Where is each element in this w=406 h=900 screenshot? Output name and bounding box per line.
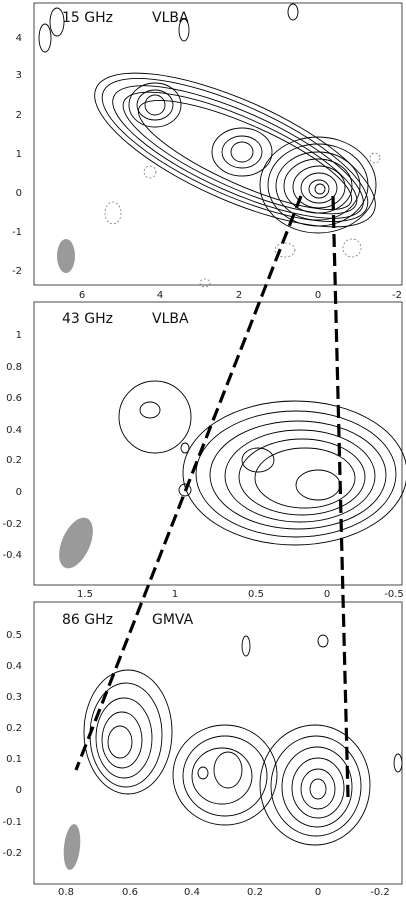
ytick-86ghz-0-5: 0.5: [6, 630, 22, 641]
ytick-15ghz-1: 1: [16, 149, 22, 160]
contours-86ghz: [83, 634, 403, 846]
panel-43ghz: 43 GHz VLBA 1 0.8 0.6 0.4 0.2 0 -0.2 -0.…: [2, 301, 406, 600]
ytick-15ghz-m2: -2: [12, 266, 22, 277]
xtick-86ghz-0-4: 0.4: [184, 887, 200, 898]
ytick-86ghz-m0-2: -0.2: [2, 848, 22, 859]
beam-43ghz: [59, 517, 93, 569]
x-axis-43ghz: 1.5 1 0.5 0 -0.5: [77, 589, 404, 600]
ytick-86ghz-0-3: 0.3: [6, 692, 22, 703]
contours-15ghz: [38, 3, 381, 288]
beam-15ghz: [57, 239, 75, 273]
panel-43ghz-array: VLBA: [152, 311, 189, 327]
ytick-15ghz-m1: -1: [12, 227, 22, 238]
x-axis-15ghz: 6 4 2 0 -2: [79, 290, 402, 301]
ytick-15ghz-2: 2: [16, 110, 22, 121]
dashed-connector-right: [331, 195, 350, 798]
y-axis-43ghz: 1 0.8 0.6 0.4 0.2 0 -0.2 -0.4: [2, 330, 22, 561]
panel-43ghz-frequency: 43 GHz: [62, 311, 113, 327]
panel-15ghz-array: VLBA: [152, 10, 189, 26]
xtick-15ghz-m2: -2: [392, 290, 402, 301]
panel-15ghz: 15 GHz VLBA: [12, 2, 403, 301]
xtick-15ghz-2: 2: [236, 290, 242, 301]
panel-86ghz-frequency: 86 GHz: [62, 612, 113, 628]
xtick-43ghz-1-5: 1.5: [77, 589, 93, 600]
xtick-15ghz-6: 6: [79, 290, 85, 301]
ytick-86ghz-m0-1: -0.1: [2, 817, 22, 828]
y-axis-15ghz: 4 3 2 1 0 -1 -2: [12, 33, 22, 277]
xtick-86ghz-m0-2: -0.2: [370, 887, 390, 898]
panel-43ghz-frame: [33, 301, 403, 586]
ytick-86ghz-0-2: 0.2: [6, 723, 22, 734]
ytick-43ghz-m0-2: -0.2: [2, 519, 22, 530]
ytick-43ghz-0-4: 0.4: [6, 425, 22, 436]
xtick-15ghz-4: 4: [157, 290, 163, 301]
ytick-15ghz-4: 4: [16, 33, 22, 44]
ytick-43ghz-0: 0: [16, 487, 22, 498]
panel-86ghz-frame: [33, 601, 403, 885]
xtick-43ghz-0: 0: [324, 589, 330, 600]
ytick-15ghz-0: 0: [16, 188, 22, 199]
dashed-connector-left: [74, 195, 303, 771]
panel-86ghz-array: GMVA: [152, 612, 194, 628]
ytick-15ghz-3: 3: [16, 70, 22, 81]
beam-86ghz: [63, 824, 81, 870]
ytick-43ghz-0-2: 0.2: [6, 455, 22, 466]
xtick-43ghz-0-5: 0.5: [248, 589, 264, 600]
panel-86ghz: 86 GHz GMVA 0.5 0.4 0.: [2, 601, 403, 898]
xtick-15ghz-0: 0: [315, 290, 321, 301]
x-axis-86ghz: 0.8 0.6 0.4 0.2 0 -0.2: [58, 887, 390, 898]
ytick-43ghz-1: 1: [16, 330, 22, 341]
ytick-43ghz-0-8: 0.8: [6, 362, 22, 373]
xtick-86ghz-0-2: 0.2: [247, 887, 263, 898]
ytick-86ghz-0-1: 0.1: [6, 754, 22, 765]
xtick-43ghz-m0-5: -0.5: [384, 589, 404, 600]
ytick-86ghz-0-4: 0.4: [6, 661, 22, 672]
panel-15ghz-frequency: 15 GHz: [62, 10, 113, 26]
xtick-86ghz-0-8: 0.8: [58, 887, 74, 898]
ytick-43ghz-m0-4: -0.4: [2, 550, 22, 561]
xtick-43ghz-1: 1: [172, 589, 178, 600]
ytick-43ghz-0-6: 0.6: [6, 393, 22, 404]
ytick-86ghz-0: 0: [16, 785, 22, 796]
panel-15ghz-frame: [33, 2, 403, 286]
xtick-86ghz-0: 0: [315, 887, 321, 898]
y-axis-86ghz: 0.5 0.4 0.3 0.2 0.1 0 -0.1 -0.2: [2, 630, 22, 859]
xtick-86ghz-0-6: 0.6: [122, 887, 138, 898]
contours-43ghz: [118, 380, 406, 546]
